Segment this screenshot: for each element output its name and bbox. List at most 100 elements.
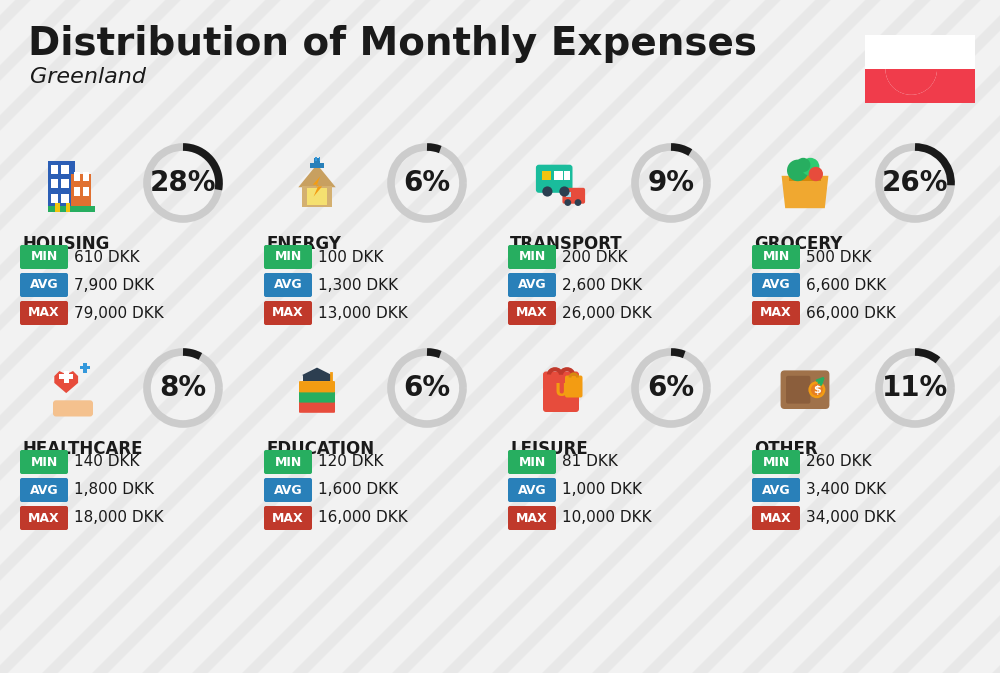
Text: MAX: MAX (28, 306, 60, 320)
Circle shape (885, 43, 937, 95)
Bar (55, 203, 60, 212)
Bar (83, 186, 89, 196)
FancyBboxPatch shape (752, 273, 800, 297)
Circle shape (575, 199, 581, 206)
Text: LEISURE: LEISURE (510, 440, 588, 458)
Bar (83, 363, 87, 373)
FancyBboxPatch shape (752, 245, 800, 269)
FancyBboxPatch shape (264, 506, 312, 530)
Text: GROCERY: GROCERY (754, 235, 842, 253)
Text: MIN: MIN (274, 456, 302, 468)
Text: MAX: MAX (28, 511, 60, 524)
Text: 1,600 DKK: 1,600 DKK (318, 483, 398, 497)
Text: AVG: AVG (274, 483, 302, 497)
Bar (74, 186, 80, 196)
FancyBboxPatch shape (508, 450, 556, 474)
Text: AVG: AVG (30, 483, 58, 497)
Polygon shape (313, 176, 322, 197)
Bar (59, 374, 73, 379)
Text: 6%: 6% (403, 169, 451, 197)
Text: 260 DKK: 260 DKK (806, 454, 872, 470)
Text: OTHER: OTHER (754, 440, 818, 458)
Bar (61, 165, 68, 174)
Polygon shape (782, 176, 828, 208)
Text: 26,000 DKK: 26,000 DKK (562, 306, 652, 320)
Text: 200 DKK: 200 DKK (562, 250, 628, 264)
Circle shape (811, 384, 823, 396)
Text: MIN: MIN (518, 456, 546, 468)
Bar (50, 194, 58, 203)
Text: 1,300 DKK: 1,300 DKK (318, 277, 398, 293)
Text: 18,000 DKK: 18,000 DKK (74, 511, 164, 526)
Text: AVG: AVG (762, 279, 790, 291)
Text: 81 DKK: 81 DKK (562, 454, 618, 470)
Text: MAX: MAX (272, 306, 304, 320)
FancyBboxPatch shape (299, 402, 335, 413)
Text: AVG: AVG (274, 279, 302, 291)
Text: MIN: MIN (518, 250, 546, 264)
Text: AVG: AVG (518, 483, 546, 497)
Polygon shape (54, 371, 78, 393)
Text: MIN: MIN (30, 250, 58, 264)
Circle shape (808, 381, 825, 398)
Text: HOUSING: HOUSING (22, 235, 109, 253)
Text: MAX: MAX (516, 511, 548, 524)
Wedge shape (885, 69, 937, 95)
FancyBboxPatch shape (20, 301, 68, 325)
Text: MAX: MAX (272, 511, 304, 524)
Text: 13,000 DKK: 13,000 DKK (318, 306, 408, 320)
Text: 9%: 9% (648, 169, 694, 197)
Text: 79,000 DKK: 79,000 DKK (74, 306, 164, 320)
Text: 6%: 6% (647, 374, 695, 402)
Bar (865, 35, 975, 69)
Bar (564, 171, 570, 180)
Text: MIN: MIN (30, 456, 58, 468)
FancyBboxPatch shape (53, 400, 93, 417)
FancyBboxPatch shape (536, 165, 572, 192)
FancyBboxPatch shape (565, 376, 582, 398)
Circle shape (796, 157, 810, 172)
Text: $: $ (813, 385, 821, 394)
FancyBboxPatch shape (20, 273, 68, 297)
Circle shape (787, 160, 809, 181)
Text: MIN: MIN (274, 250, 302, 264)
Text: ENERGY: ENERGY (266, 235, 341, 253)
Circle shape (809, 167, 823, 181)
Bar (74, 172, 80, 181)
Bar (66, 203, 70, 212)
Text: MAX: MAX (760, 306, 792, 320)
Text: AVG: AVG (30, 279, 58, 291)
Text: 1,800 DKK: 1,800 DKK (74, 483, 154, 497)
FancyBboxPatch shape (752, 478, 800, 502)
FancyBboxPatch shape (543, 371, 579, 412)
Bar (48, 207, 95, 212)
FancyBboxPatch shape (20, 506, 68, 530)
Text: U: U (554, 382, 568, 400)
FancyBboxPatch shape (562, 188, 585, 204)
Text: 10,000 DKK: 10,000 DKK (562, 511, 652, 526)
Bar (865, 35, 975, 103)
Bar (61, 180, 68, 188)
Bar (83, 172, 89, 181)
FancyBboxPatch shape (264, 450, 312, 474)
Text: 28%: 28% (150, 169, 216, 197)
Bar (71, 174, 91, 208)
Circle shape (559, 186, 570, 197)
FancyBboxPatch shape (781, 370, 829, 409)
Bar (566, 192, 571, 197)
Text: 16,000 DKK: 16,000 DKK (318, 511, 408, 526)
Bar (64, 371, 69, 383)
Text: 34,000 DKK: 34,000 DKK (806, 511, 896, 526)
Text: AVG: AVG (518, 279, 546, 291)
FancyBboxPatch shape (508, 301, 556, 325)
Bar (50, 165, 58, 174)
Text: EDUCATION: EDUCATION (266, 440, 374, 458)
Text: MAX: MAX (516, 306, 548, 320)
Bar (789, 172, 821, 181)
FancyBboxPatch shape (20, 478, 68, 502)
Text: MIN: MIN (762, 250, 790, 264)
Text: 610 DKK: 610 DKK (74, 250, 140, 264)
Text: Distribution of Monthly Expenses: Distribution of Monthly Expenses (28, 25, 757, 63)
Text: 26%: 26% (882, 169, 948, 197)
Circle shape (801, 157, 819, 176)
